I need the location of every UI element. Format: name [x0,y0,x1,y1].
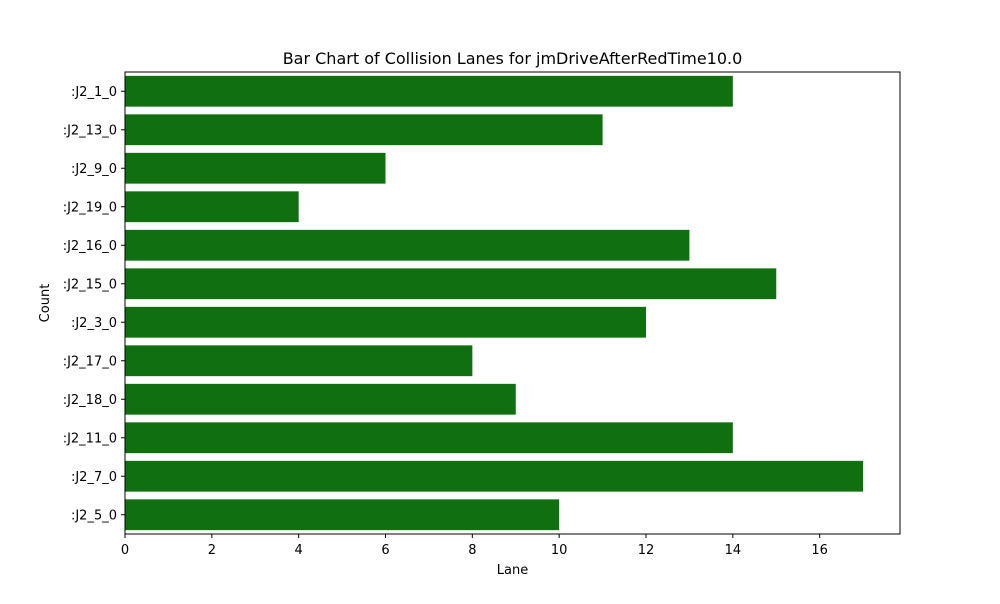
x-tick-label: 14 [725,543,742,558]
plot-frame [124,71,901,535]
y-tick-label: :J2_16_0 [63,239,117,254]
bar [125,152,386,184]
bar [125,422,733,454]
x-tick-label: 6 [381,543,389,558]
x-tick-label: 2 [208,543,216,558]
y-tick-label: :J2_11_0 [63,431,117,446]
y-tick-label: :J2_7_0 [71,470,117,485]
bar [125,383,516,415]
bar [125,268,777,300]
y-tick-label: :J2_19_0 [63,200,117,215]
x-tick-label: 16 [811,543,828,558]
bar [125,229,690,261]
x-tick-label: 4 [295,543,303,558]
bar [125,191,299,223]
y-tick-label: :J2_15_0 [63,277,117,292]
x-tick-label: 0 [121,543,129,558]
bar [125,499,560,531]
y-tick-label: :J2_1_0 [71,85,117,100]
y-tick-label: :J2_9_0 [71,162,117,177]
x-tick-label: 8 [468,543,476,558]
x-axis: 0 2 4 6 8 10 12 14 16 [121,534,828,558]
x-axis-label: Lane [497,563,528,578]
y-tick-label: :J2_18_0 [63,393,117,408]
y-axis-label: Count [38,284,53,323]
bar [125,306,647,338]
y-tick-label: :J2_17_0 [63,354,117,369]
bar [125,460,864,492]
bar [125,114,603,146]
x-tick-label: 12 [638,543,655,558]
y-axis: :J2_1_0 :J2_13_0 :J2_9_0 :J2_19_0 :J2_16_0 :J… [63,85,125,523]
y-tick-label: :J2_3_0 [71,316,117,331]
x-tick-label: 10 [551,543,568,558]
y-tick-label: :J2_13_0 [63,123,117,138]
chart-title: Bar Chart of Collision Lanes for jmDrive… [283,49,743,68]
bar [125,75,733,107]
y-tick-label: :J2_5_0 [71,508,117,523]
bars-group [125,75,864,531]
bar [125,345,473,377]
